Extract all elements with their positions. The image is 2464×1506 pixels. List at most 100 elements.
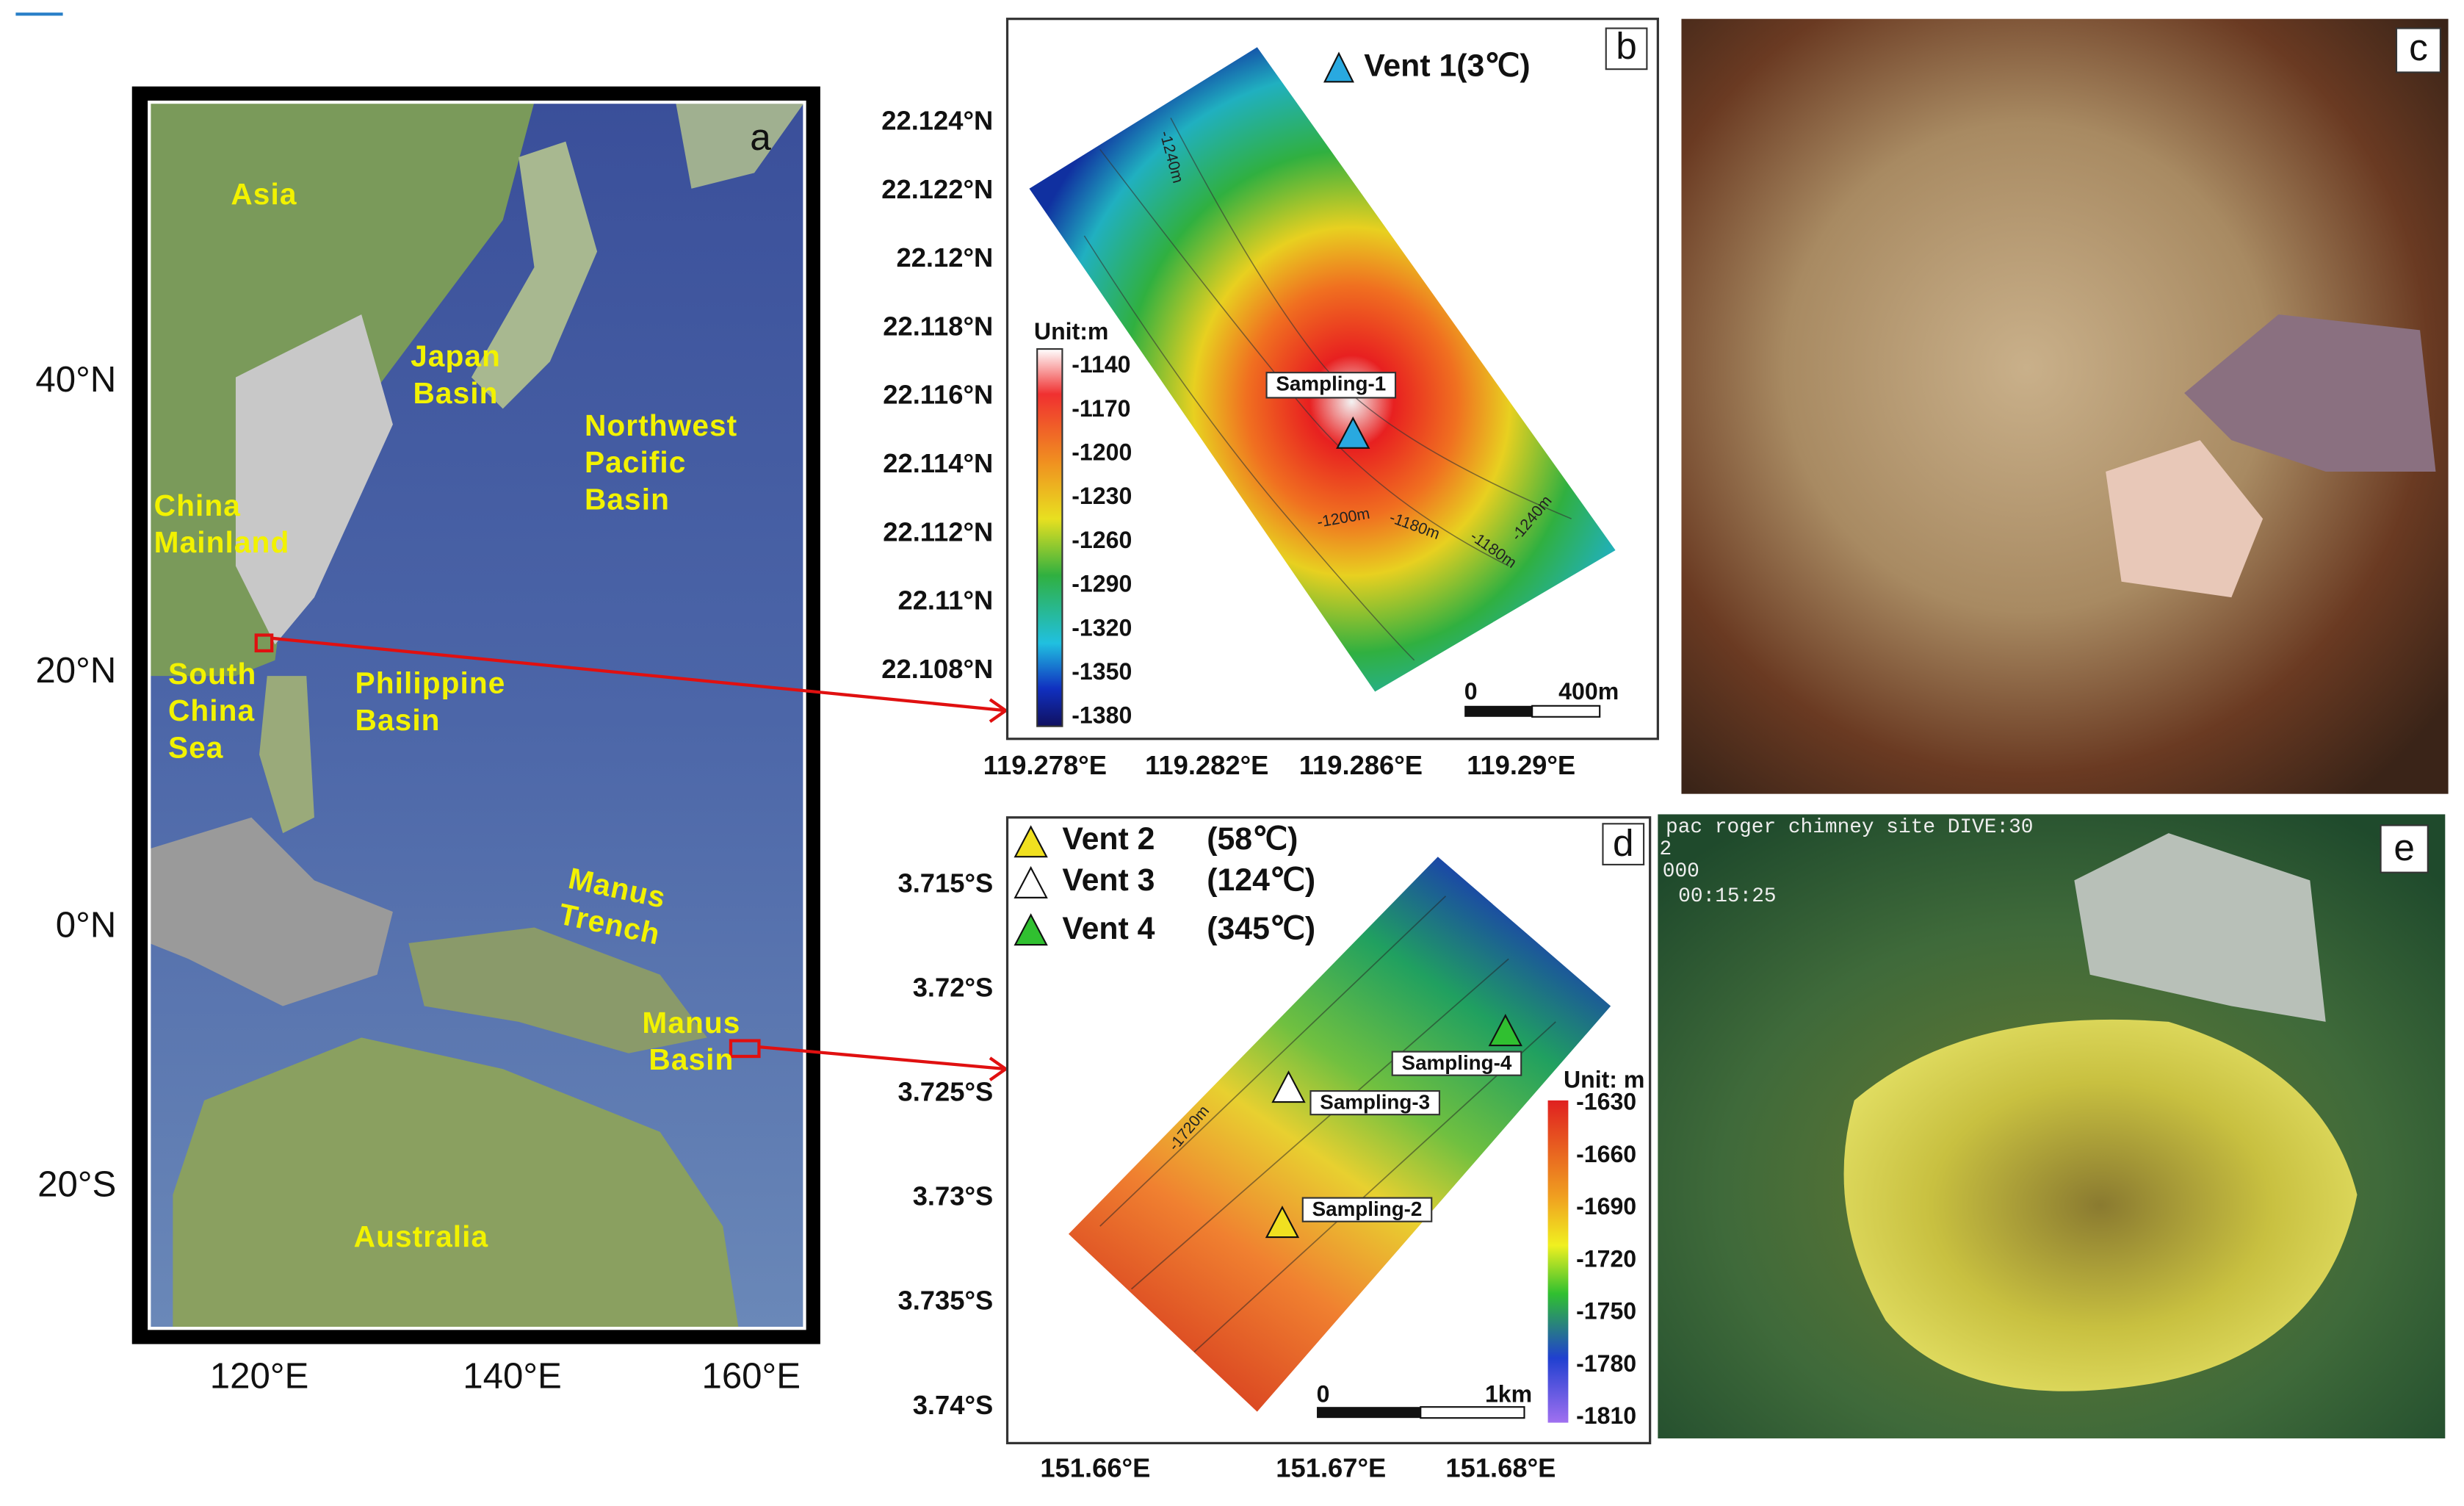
legend-marker xyxy=(1323,51,1354,83)
land-indonesia xyxy=(149,817,393,1006)
lat-tick-label: 3.72°S xyxy=(913,972,994,1002)
colorbar-tick-label: -1630 xyxy=(1576,1089,1636,1115)
land-philippines xyxy=(259,676,314,834)
colorbar-tick-label: -1780 xyxy=(1576,1350,1636,1377)
lon-tick-label: 151.67°E xyxy=(1276,1452,1386,1482)
place-name: Australia xyxy=(354,1219,489,1253)
colorbar-tick-label: -1750 xyxy=(1576,1298,1636,1325)
video-overlay: 2 xyxy=(1659,838,1672,861)
arrow xyxy=(759,1045,1009,1081)
land-newguinea xyxy=(408,927,707,1053)
site-label: Sampling-1 xyxy=(1276,372,1386,395)
lat-tick-label: 40°N xyxy=(35,359,116,400)
colorbar-tick-label: -1350 xyxy=(1072,658,1132,685)
lat-tick-label: 22.122°N xyxy=(881,174,993,204)
bathymetry xyxy=(1068,857,1611,1412)
lat-tick-label: 22.112°N xyxy=(883,516,993,547)
panel-label-box xyxy=(2395,27,2441,73)
colorbar-tick-label: -1810 xyxy=(1576,1402,1636,1429)
scale-bar xyxy=(1420,1406,1525,1419)
colorbar-tick-label: -1200 xyxy=(1072,439,1132,465)
land-china xyxy=(235,314,393,645)
place-name: Pacific xyxy=(585,445,687,479)
site-label: Sampling-3 xyxy=(1320,1091,1430,1114)
legend-temp: (345℃) xyxy=(1207,911,1315,946)
panel-e xyxy=(1658,814,2446,1438)
place-name: Basin xyxy=(355,703,441,737)
contours xyxy=(1083,118,1572,661)
site-label-box xyxy=(1301,1197,1433,1222)
lon-tick-label: 119.286°E xyxy=(1299,750,1423,780)
lon-tick-label: 140°E xyxy=(463,1356,562,1397)
video-overlay: 000 xyxy=(1663,860,1699,883)
colorbar-tick-label: -1290 xyxy=(1072,571,1132,597)
panel-c xyxy=(1681,18,2449,794)
colorbar-tick-label: -1320 xyxy=(1072,614,1132,641)
lat-tick-label: 22.114°N xyxy=(883,448,993,478)
site-label: Sampling-2 xyxy=(1312,1197,1423,1220)
legend-temp: (58℃) xyxy=(1207,821,1298,857)
labels: a 40°N 20°N 0°N 20°S 120°E 140°E 160°E Asia Japan… xyxy=(35,25,2427,1482)
lat-tick-label: 0°N xyxy=(56,905,117,945)
arrow xyxy=(271,636,1009,723)
panel-label: e xyxy=(2393,826,2415,868)
scale-label: 0 xyxy=(1464,678,1478,705)
legend-label: Vent 3 xyxy=(1062,862,1155,898)
panel-label: b xyxy=(1616,25,1637,67)
scale-bar xyxy=(1317,1407,1421,1419)
place-name: Sea xyxy=(168,730,224,764)
legend-label: Vent 4 xyxy=(1062,911,1155,946)
legend-marker xyxy=(1014,865,1048,898)
colorbar-tick-label: -1140 xyxy=(1072,351,1130,378)
scale-label: 1km xyxy=(1485,1381,1532,1408)
colorbar xyxy=(1036,347,1063,727)
lat-tick-label: 3.735°S xyxy=(897,1286,993,1316)
place-name: Basin xyxy=(648,1042,734,1076)
scale-bar xyxy=(1464,705,1533,717)
place-name: Manus xyxy=(642,1006,740,1040)
scale-bar xyxy=(1531,705,1601,718)
place-name: South xyxy=(168,657,256,691)
lat-tick-label: 22.116°N xyxy=(883,380,993,410)
lat-tick-label: 20°S xyxy=(37,1164,116,1205)
lat-tick-label: 22.11°N xyxy=(897,586,993,616)
legend-marker xyxy=(1014,825,1048,858)
lon-tick-label: 160°E xyxy=(701,1356,801,1397)
land-australia xyxy=(173,1037,739,1329)
panel-b xyxy=(1005,18,1659,741)
colorbar-tick-label: -1720 xyxy=(1576,1245,1636,1272)
map-border xyxy=(148,100,806,1330)
vent-marker xyxy=(1265,1206,1300,1239)
panel-label-box xyxy=(1605,27,1648,71)
lon-tick-label: 119.278°E xyxy=(983,750,1107,780)
land-japan xyxy=(471,141,598,409)
vent-marker xyxy=(1336,416,1370,449)
panel-label-box xyxy=(1602,823,1645,866)
site-label-box xyxy=(1391,1051,1522,1076)
lat-tick-label: 22.12°N xyxy=(896,242,993,273)
contours xyxy=(1099,896,1556,1352)
lat-tick-label: 22.118°N xyxy=(883,311,993,341)
bathymetry xyxy=(1029,47,1616,692)
site-label: Sampling-4 xyxy=(1402,1051,1512,1074)
legend-temp: (124℃) xyxy=(1207,862,1315,898)
lon-tick-label: 151.66°E xyxy=(1040,1452,1150,1482)
photo-detail xyxy=(1843,1019,2358,1391)
panel-label-box xyxy=(2380,824,2429,873)
lon-tick-label: 151.68°E xyxy=(1445,1452,1556,1482)
colorbar xyxy=(1547,1100,1569,1423)
place-name: Japan xyxy=(411,339,501,373)
lon-tick-label: 120°E xyxy=(210,1356,309,1397)
place-name: China xyxy=(168,693,255,727)
place-name: Northwest xyxy=(585,408,737,442)
photo-detail xyxy=(2106,440,2264,598)
lon-tick-label: 119.282°E xyxy=(1145,750,1268,780)
lon-tick-label: 119.29°E xyxy=(1467,750,1575,780)
lat-tick-label: 3.715°S xyxy=(897,868,993,898)
place-name: China xyxy=(154,489,241,522)
site-label-box xyxy=(1265,372,1397,399)
panel-a xyxy=(131,86,1009,1344)
video-overlay: pac roger chimney site DIVE:30 xyxy=(1666,816,2033,839)
place-name: Mainland xyxy=(154,525,290,559)
